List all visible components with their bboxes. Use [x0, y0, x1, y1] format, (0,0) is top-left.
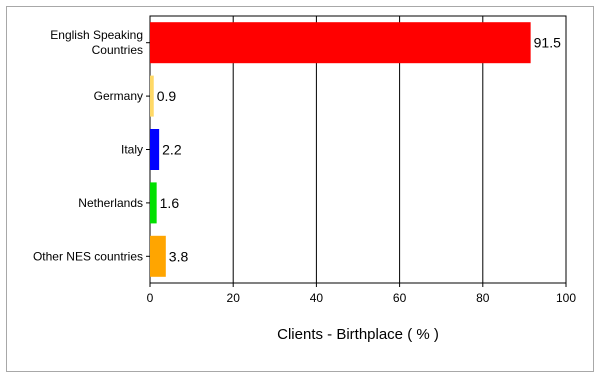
x-axis-title: Clients - Birthplace ( % )	[277, 326, 439, 343]
category-label-line: Italy	[121, 143, 143, 157]
category-label: Netherlands	[78, 196, 143, 210]
x-tick-label: 80	[476, 291, 490, 305]
x-tick-label: 20	[227, 291, 241, 305]
category-label-line: Countries	[92, 43, 143, 57]
bar-2	[150, 129, 160, 170]
data-label: 1.6	[160, 195, 180, 211]
category-label-line: Germany	[94, 89, 143, 103]
category-label-line: Netherlands	[78, 196, 143, 210]
bar-3	[150, 182, 157, 224]
data-label: 0.9	[157, 88, 177, 104]
category-label-line: English Speaking	[50, 28, 143, 42]
x-tick-label: 100	[556, 291, 576, 305]
data-label: 91.5	[534, 35, 561, 51]
chart-frame	[6, 6, 594, 372]
category-label: Other NES countries	[33, 249, 143, 263]
x-tick-label: 40	[310, 291, 324, 305]
data-label: 3.8	[169, 248, 189, 264]
bar-4	[150, 235, 166, 277]
category-label: English Speaking Countries	[50, 28, 143, 57]
category-label: Germany	[94, 89, 143, 103]
x-tick-label: 0	[147, 291, 154, 305]
category-label: Italy	[121, 143, 143, 157]
category-label-line: Other NES countries	[33, 249, 143, 263]
bar-0	[150, 22, 531, 64]
x-tick-label: 60	[393, 291, 407, 305]
data-label: 2.2	[162, 142, 182, 158]
bar-1	[150, 75, 154, 117]
